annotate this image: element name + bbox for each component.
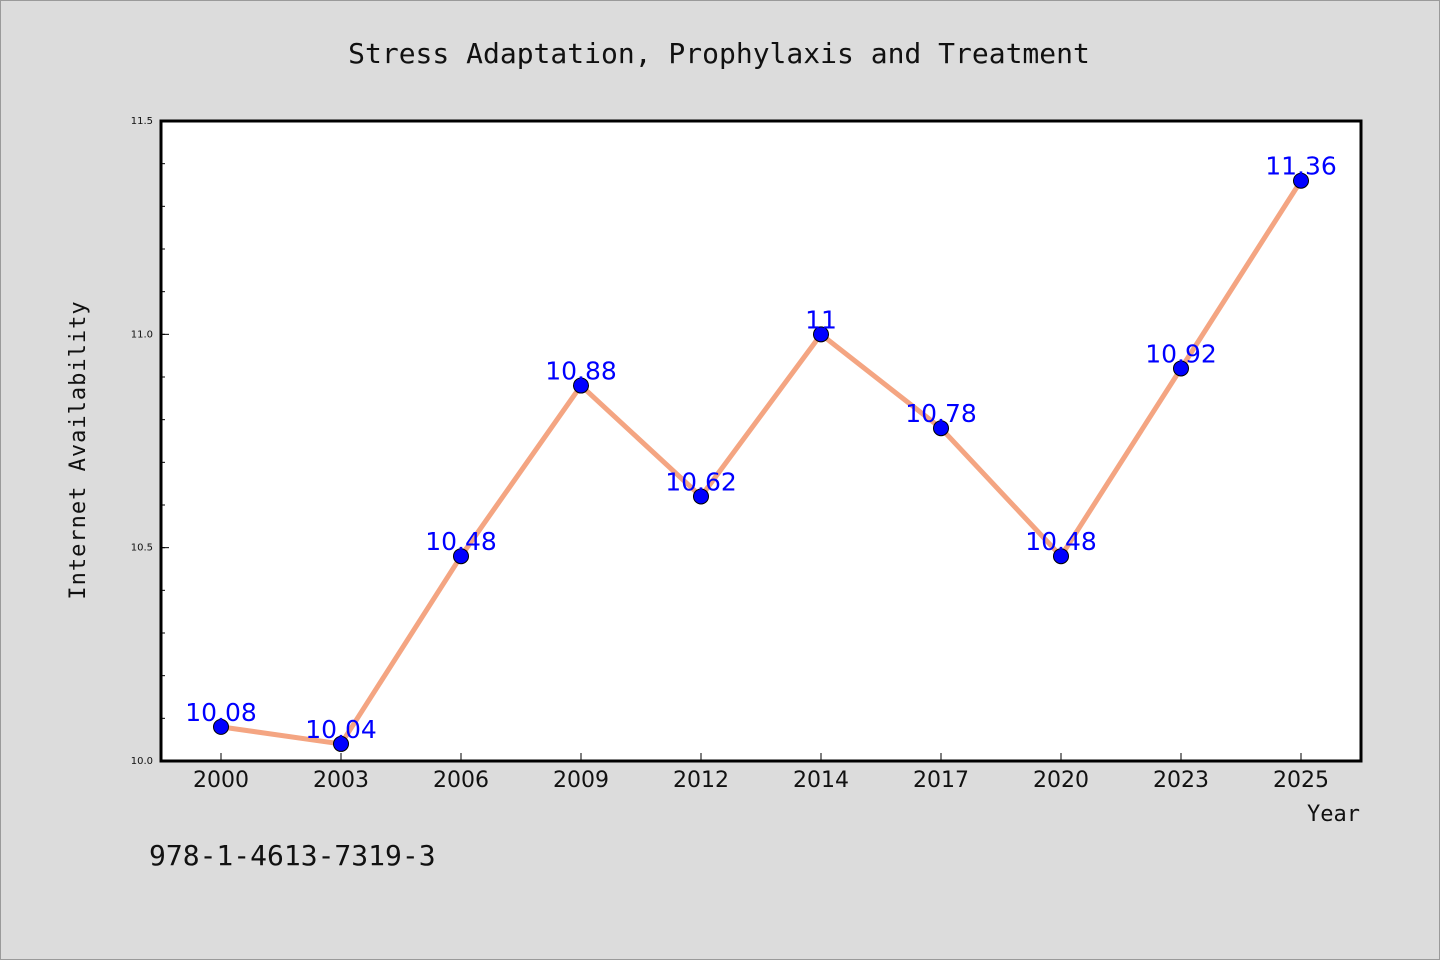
- isbn-code: 978-1-4613-7319-3: [149, 839, 436, 872]
- data-label: 10.88: [545, 357, 617, 386]
- data-label: 10.08: [185, 698, 257, 727]
- data-point: [573, 377, 589, 394]
- x-tick-label: 2000: [193, 768, 249, 793]
- x-tick-label: 2017: [913, 768, 969, 793]
- x-tick-label: 2014: [793, 768, 849, 793]
- data-point: [453, 548, 469, 565]
- y-axis: 10.0 10.5 11.0 11.5: [131, 116, 169, 767]
- x-tick-label: 2023: [1153, 768, 1209, 793]
- data-point: [1293, 172, 1309, 189]
- data-point: [693, 488, 709, 505]
- y-tick-label: 10.0: [131, 756, 153, 767]
- x-tick-label: 2025: [1273, 768, 1329, 793]
- plot-area: [159, 119, 1363, 763]
- data-point: [813, 326, 829, 343]
- x-axis: 2000 2003 2006 2009 2012 2014 2017 2020 2023 2025: [193, 753, 1329, 793]
- data-points: [213, 172, 1309, 752]
- y-tick-label: 11.5: [131, 116, 153, 127]
- y-tick-label: 11.0: [131, 329, 153, 340]
- data-point: [1053, 548, 1069, 565]
- x-tick-label: 2012: [673, 768, 729, 793]
- data-point: [333, 735, 349, 752]
- data-labels: 10.08 10.04 10.48 10.88 10.62 11 10.78 10.48 10.…: [185, 152, 1337, 744]
- data-point: [1173, 360, 1189, 377]
- data-label: 10.92: [1145, 339, 1217, 368]
- data-label: 10.62: [665, 467, 737, 496]
- x-tick-label: 2006: [433, 768, 489, 793]
- x-tick-label: 2003: [313, 768, 369, 793]
- y-tick-label: 10.5: [131, 543, 153, 554]
- x-axis-label: Year: [1307, 802, 1360, 827]
- data-label: 10.48: [425, 527, 497, 556]
- y-axis-label: Internet Availability: [66, 300, 91, 599]
- data-label: 10.48: [1025, 527, 1097, 556]
- data-label: 11: [805, 305, 837, 334]
- chart-title: Stress Adaptation, Prophylaxis and Treat…: [348, 37, 1090, 70]
- x-tick-label: 2020: [1033, 768, 1089, 793]
- data-point: [213, 718, 229, 735]
- data-label: 10.04: [305, 715, 377, 744]
- data-label: 11.36: [1265, 152, 1337, 181]
- data-point: [933, 420, 949, 437]
- data-label: 10.78: [905, 399, 977, 428]
- series-line: [220, 179, 1304, 747]
- x-tick-label: 2009: [553, 768, 609, 793]
